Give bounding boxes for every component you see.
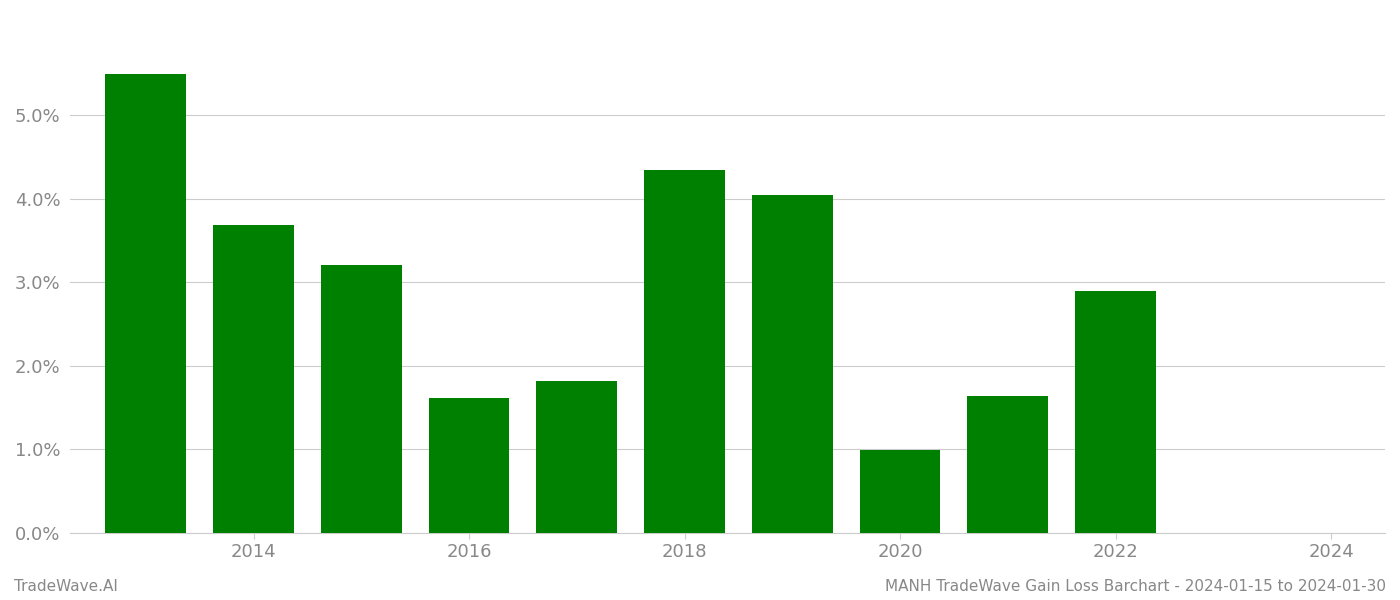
Bar <box>536 382 617 533</box>
Text: TradeWave.AI: TradeWave.AI <box>14 579 118 594</box>
Bar <box>105 74 186 533</box>
Bar <box>428 398 510 533</box>
Bar <box>860 450 941 533</box>
Bar <box>967 395 1049 533</box>
Bar <box>752 196 833 533</box>
Bar <box>213 226 294 533</box>
Bar <box>321 265 402 533</box>
Text: MANH TradeWave Gain Loss Barchart - 2024-01-15 to 2024-01-30: MANH TradeWave Gain Loss Barchart - 2024… <box>885 579 1386 594</box>
Bar <box>1075 292 1156 533</box>
Bar <box>644 170 725 533</box>
